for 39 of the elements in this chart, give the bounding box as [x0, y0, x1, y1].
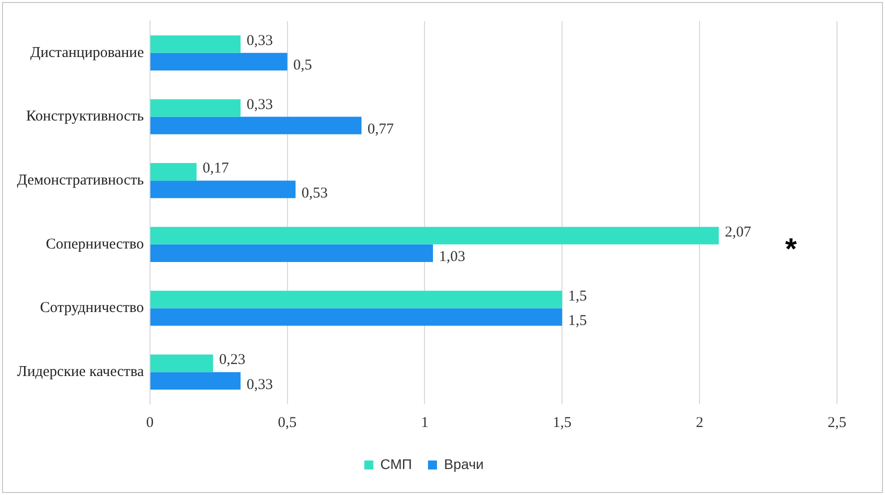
bar [150, 99, 241, 117]
data-label: 0,5 [293, 58, 312, 74]
bar [150, 354, 214, 372]
bar [150, 116, 362, 134]
y-tick-label: Дистанцирование [30, 44, 144, 61]
x-tick-label: 2,5 [828, 414, 846, 431]
data-label: 0,23 [219, 352, 246, 368]
bar [150, 180, 296, 198]
bar [150, 226, 719, 244]
y-tick-label: Соперничество [46, 236, 144, 252]
data-label: 0,33 [246, 96, 273, 113]
bar [150, 35, 241, 53]
data-label: 0,17 [202, 160, 230, 177]
data-label: 0,53 [302, 185, 328, 202]
bar [150, 308, 562, 326]
legend-label: Врачи [444, 456, 484, 472]
data-label: 0,33 [246, 376, 273, 393]
bar [150, 163, 197, 181]
y-tick-label: Демонстративность [16, 172, 144, 189]
y-tick-label: Лидерские качества [17, 364, 144, 380]
data-label: 1,5 [568, 312, 587, 329]
data-label: 2,07 [724, 224, 752, 241]
data-label: 1,03 [438, 249, 466, 266]
x-tick-label: 1 [420, 414, 428, 431]
x-tick-label: 2 [696, 414, 704, 431]
annotation: * [785, 233, 798, 266]
data-label: 0,33 [246, 33, 273, 50]
bar [150, 372, 241, 390]
bar [150, 52, 288, 70]
x-tick-label: 1,5 [552, 414, 572, 431]
data-label: 0,77 [368, 121, 394, 138]
y-tick-label: Конструктивность [26, 108, 144, 125]
y-tick-label: Сотрудничество [40, 300, 144, 316]
bar [150, 244, 433, 262]
x-tick-label: 0,5 [278, 414, 297, 431]
bar [150, 290, 562, 308]
x-tick-label: 0 [146, 414, 154, 431]
data-label: 1,5 [568, 288, 587, 304]
legend-label: СМП [380, 456, 412, 472]
